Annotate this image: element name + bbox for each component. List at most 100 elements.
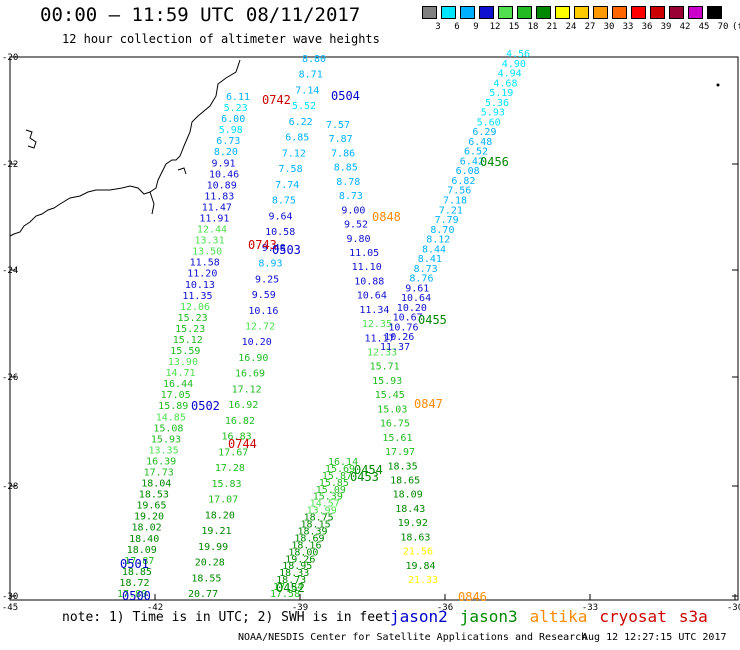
wave-height-value: 15.93 — [372, 376, 402, 387]
legend-cryosat: cryosat — [599, 607, 667, 626]
wave-height-value: 17.12 — [232, 384, 262, 395]
wave-height-value: 15.12 — [173, 335, 203, 346]
color-scale-label: 33 — [622, 22, 634, 32]
units-note: note: 1) Time is in UTC; 2) SWH is in fe… — [62, 610, 391, 625]
wave-height-value: 8.70 — [430, 225, 454, 236]
color-scale-label: 15 — [508, 22, 520, 32]
wave-height-value: 19.99 — [198, 542, 228, 553]
wave-height-value: 8.93 — [258, 259, 282, 270]
color-swatch — [688, 6, 703, 19]
wave-height-value: 7.74 — [275, 180, 299, 191]
wave-height-value: 6.29 — [472, 127, 496, 138]
wave-height-value: 17.84 — [273, 582, 303, 593]
wave-height-value: 16.83 — [222, 432, 252, 443]
wave-height-value: 18.09 — [393, 490, 423, 501]
wave-height-value: 7.12 — [282, 148, 306, 159]
wave-height-value: 17.58 — [270, 589, 300, 600]
wave-height-value: 15.87 — [322, 471, 352, 482]
wave-height-value: 18.43 — [395, 504, 425, 515]
color-swatch — [498, 6, 513, 19]
satellite-legend: jason2 jason3 altika cryosat s3a — [390, 607, 708, 626]
wave-height-value: 13.99 — [307, 506, 337, 517]
color-swatch — [460, 6, 475, 19]
island-dot — [716, 83, 720, 87]
color-swatch — [707, 6, 722, 19]
wave-height-value: 10.13 — [185, 280, 215, 291]
wave-height-value: 6.73 — [216, 136, 240, 147]
wave-height-value: 9.52 — [344, 220, 368, 231]
wave-height-value: 4.56 — [506, 49, 530, 60]
color-swatch — [517, 6, 532, 19]
wave-height-value: 5.52 — [292, 101, 316, 112]
wave-height-value: 17.87 — [124, 556, 154, 567]
wave-height-value: 9.61 — [405, 283, 429, 294]
pass-time-label: 0503 — [272, 243, 301, 257]
wave-height-value: 10.64 — [401, 293, 431, 304]
wave-height-value: 8.85 — [334, 163, 358, 174]
wave-height-value: 5.23 — [224, 103, 248, 114]
lon-label: -42 — [147, 603, 163, 613]
wave-height-value: 8.20 — [214, 147, 238, 158]
page-subtitle: 12 hour collection of altimeter wave hei… — [62, 32, 380, 46]
wave-height-value: 7.56 — [447, 186, 471, 197]
wave-height-value: 15.71 — [370, 362, 400, 373]
credit-text: NOAA/NESDIS Center for Satellite Applica… — [238, 632, 588, 643]
wave-height-value: 8.44 — [422, 244, 446, 255]
pass-time-label: 0744 — [228, 437, 257, 451]
color-scale-label: 45 — [698, 22, 710, 32]
wave-height-value: 6.22 — [289, 117, 313, 128]
wave-height-value: 11.17 — [364, 333, 394, 344]
pass-time-label: 0847 — [414, 397, 443, 411]
wave-height-value: 17.07 — [208, 495, 238, 506]
wave-height-value: 10.46 — [209, 169, 239, 180]
wave-height-value: 9.64 — [268, 211, 292, 222]
wave-height-value: 13.90 — [168, 357, 198, 368]
wave-height-value: 18.55 — [191, 573, 221, 584]
color-scale-label: 27 — [584, 22, 596, 32]
wave-height-value: 18.95 — [282, 561, 312, 572]
wave-height-value: 15.23 — [175, 324, 205, 335]
wave-height-value: 18.16 — [291, 540, 321, 551]
wave-height-value: 19.92 — [398, 518, 428, 529]
wave-height-value: 18.75 — [304, 513, 334, 524]
wave-height-value: 4.94 — [498, 69, 522, 80]
color-scale-label: 21 — [546, 22, 558, 32]
wave-height-value: 13.35 — [148, 445, 178, 456]
color-scale-label: 6 — [454, 22, 460, 32]
lon-label: -30 — [727, 603, 740, 613]
wave-height-value: 10.20 — [397, 303, 427, 314]
wave-height-value: 18.65 — [390, 475, 420, 486]
wave-height-value: 7.79 — [435, 215, 459, 226]
wave-height-value: 15.89 — [158, 401, 188, 412]
color-swatch — [574, 6, 589, 19]
wave-height-value: 16.14 — [328, 457, 358, 468]
wave-height-value: 16.82 — [225, 416, 255, 427]
wave-height-value: 19.20 — [134, 512, 164, 523]
wave-height-value: 11.34 — [359, 305, 389, 316]
wave-height-value: 15.83 — [211, 479, 241, 490]
wave-height-value: 15.85 — [319, 478, 349, 489]
wave-height-value: 7.86 — [331, 148, 355, 159]
wave-height-value: 13.31 — [195, 236, 225, 247]
wave-height-value: 20.28 — [195, 558, 225, 569]
wave-height-value: 6.85 — [285, 133, 309, 144]
wave-height-value: 18.02 — [132, 523, 162, 534]
wave-height-value: 5.93 — [481, 108, 505, 119]
wave-height-value: 17.80 — [117, 589, 147, 600]
legend-s3a: s3a — [678, 607, 708, 626]
wave-height-value: 15.23 — [178, 313, 208, 324]
wave-height-value: 4.90 — [502, 59, 526, 70]
wave-height-value: 10.20 — [242, 337, 272, 348]
wave-height-value: 8.80 — [302, 54, 326, 65]
wave-height-value: 7.57 — [326, 120, 350, 131]
color-scale-label: 3 — [435, 22, 441, 32]
pass-time-label: 0452 — [276, 581, 305, 595]
color-scale-label: (ft) — [732, 22, 740, 32]
map-frame — [9, 56, 739, 601]
wave-height-value: 11.10 — [352, 262, 382, 273]
color-swatch — [536, 6, 551, 19]
wave-height-value: 21.56 — [403, 547, 433, 558]
wave-height-value: 11.05 — [349, 248, 379, 259]
wave-height-value: 9.48 — [262, 243, 286, 254]
